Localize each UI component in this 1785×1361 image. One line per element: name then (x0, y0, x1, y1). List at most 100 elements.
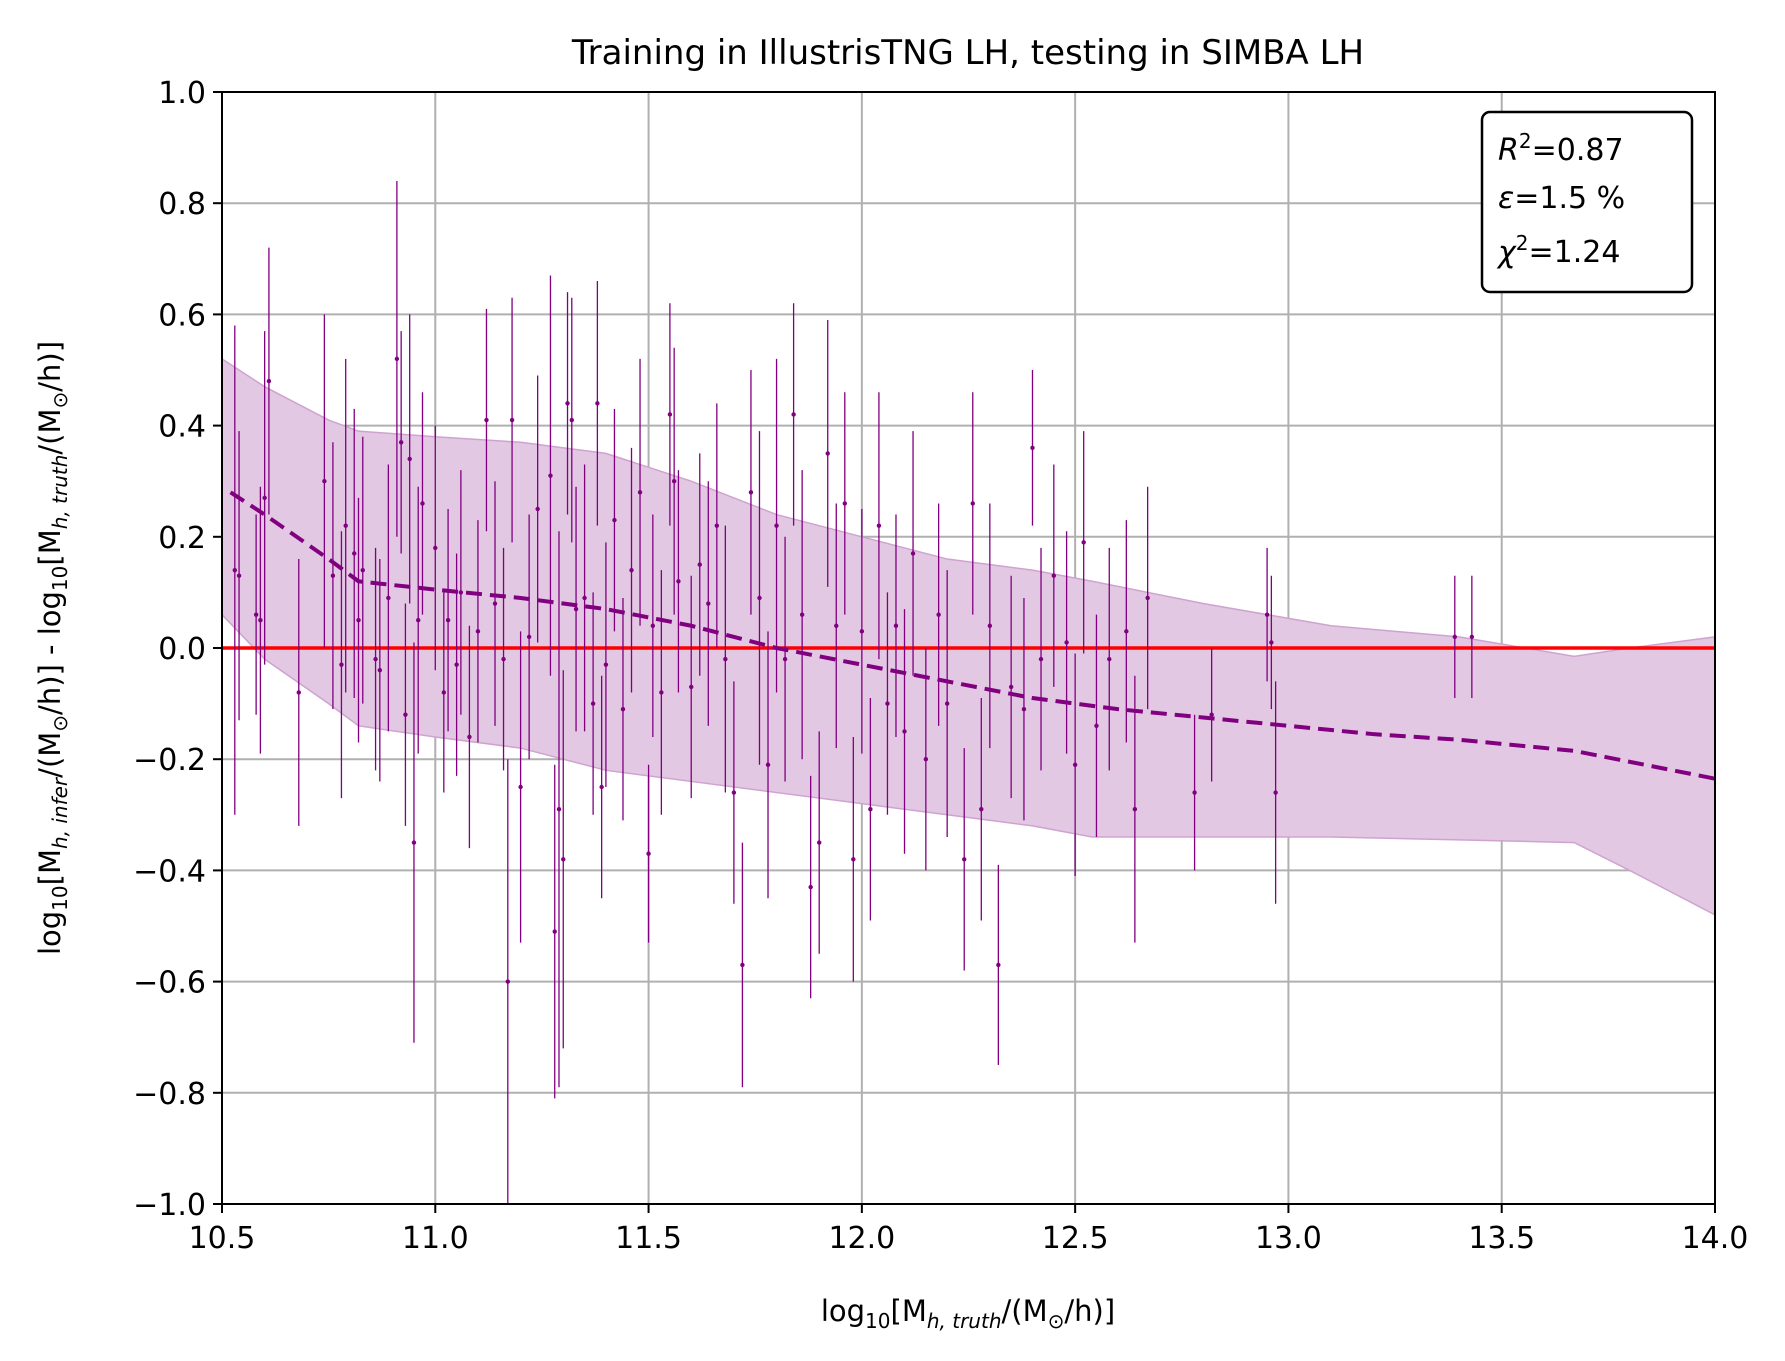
point-marker (859, 629, 865, 634)
data-point-42 (561, 670, 566, 1049)
data-point-68 (748, 370, 754, 615)
data-point-51 (612, 408, 617, 632)
data-point-94 (987, 503, 993, 749)
mean-dashed-line (229, 490, 1716, 781)
x-tick-label-0: 10.5 (189, 1221, 256, 1256)
data-point-80 (851, 736, 856, 982)
point-marker (791, 412, 796, 417)
data-point-23 (420, 392, 425, 615)
point-marker (322, 479, 327, 484)
point-marker (923, 757, 929, 762)
data-point-1 (236, 431, 242, 721)
data-point-37 (526, 514, 532, 760)
point-marker (505, 979, 511, 984)
point-marker (1269, 640, 1274, 645)
data-point-19 (403, 603, 408, 826)
point-marker (236, 573, 242, 578)
data-point-107 (1132, 675, 1138, 943)
point-marker (885, 701, 890, 706)
point-marker (1209, 712, 1214, 717)
data-point-45 (573, 486, 579, 732)
point-marker (475, 629, 481, 634)
point-marker (556, 807, 562, 812)
point-marker (232, 567, 237, 573)
data-point-84 (885, 592, 890, 815)
data-point-65 (723, 525, 728, 793)
point-marker (262, 495, 267, 501)
point-marker (454, 662, 459, 667)
data-point-31 (484, 308, 489, 532)
data-point-72 (782, 536, 788, 782)
point-marker (420, 501, 425, 506)
point-marker (876, 523, 882, 528)
point-marker (808, 884, 813, 890)
data-point-82 (868, 698, 873, 921)
point-marker (723, 656, 728, 662)
point-marker (407, 456, 412, 462)
point-marker (910, 551, 916, 556)
point-marker (1107, 656, 1112, 662)
data-point-88 (923, 648, 929, 871)
point-marker (565, 401, 570, 406)
point-marker (595, 401, 600, 406)
data-point-83 (876, 392, 882, 660)
data-point-50 (603, 542, 609, 787)
point-marker (979, 807, 984, 812)
data-point-67 (740, 842, 745, 1088)
point-marker (266, 378, 272, 384)
point-marker (296, 690, 301, 695)
point-marker (799, 612, 805, 617)
data-point-7 (322, 314, 327, 648)
data-point-77 (825, 319, 830, 587)
data-point-38 (535, 375, 540, 643)
data-point-26 (445, 509, 451, 732)
chart-title: Training in IllustrisTNG LH, testing in … (571, 33, 1364, 73)
point-marker (646, 851, 651, 856)
data-points (232, 180, 1475, 1204)
point-marker (373, 656, 378, 662)
data-point-101 (1064, 531, 1069, 754)
data-point-32 (492, 481, 498, 726)
data-point-64 (714, 403, 720, 648)
point-marker (612, 517, 617, 523)
data-point-86 (902, 609, 907, 854)
data-point-20 (407, 314, 412, 604)
data-point-110 (1209, 648, 1214, 782)
data-point-9 (339, 531, 344, 799)
data-point-15 (377, 559, 383, 782)
data-point-76 (817, 731, 822, 954)
point-marker (868, 807, 873, 812)
data-point-40 (552, 764, 557, 1099)
point-marker (394, 356, 400, 362)
point-marker (492, 601, 498, 606)
data-point-16 (386, 464, 391, 732)
point-marker (650, 623, 656, 628)
point-marker (603, 662, 609, 667)
point-marker (1452, 634, 1457, 640)
data-point-53 (629, 447, 634, 693)
point-marker (1008, 684, 1014, 690)
point-marker (757, 595, 762, 601)
y-tick-label-8: −0.6 (133, 966, 206, 1001)
stat-epsilon: ε=1.5 % (1498, 181, 1625, 216)
data-point-95 (996, 864, 1001, 1065)
point-marker (893, 623, 899, 628)
y-tick-label-1: 0.8 (158, 187, 206, 222)
point-marker (352, 551, 357, 556)
data-point-79 (842, 392, 847, 615)
y-tick-label-6: −0.2 (133, 743, 206, 778)
y-tick-label-5: 0.0 (158, 632, 206, 667)
point-marker (962, 857, 967, 862)
point-marker (1145, 595, 1150, 601)
data-point-89 (936, 503, 941, 726)
data-point-58 (667, 303, 673, 526)
point-marker (411, 840, 417, 845)
data-point-2 (253, 514, 259, 715)
data-point-3 (262, 331, 267, 665)
point-marker (834, 623, 839, 628)
point-marker (944, 701, 950, 706)
point-marker (825, 451, 830, 456)
data-point-28 (458, 470, 464, 715)
point-marker (620, 706, 626, 712)
point-marker (1124, 629, 1129, 634)
